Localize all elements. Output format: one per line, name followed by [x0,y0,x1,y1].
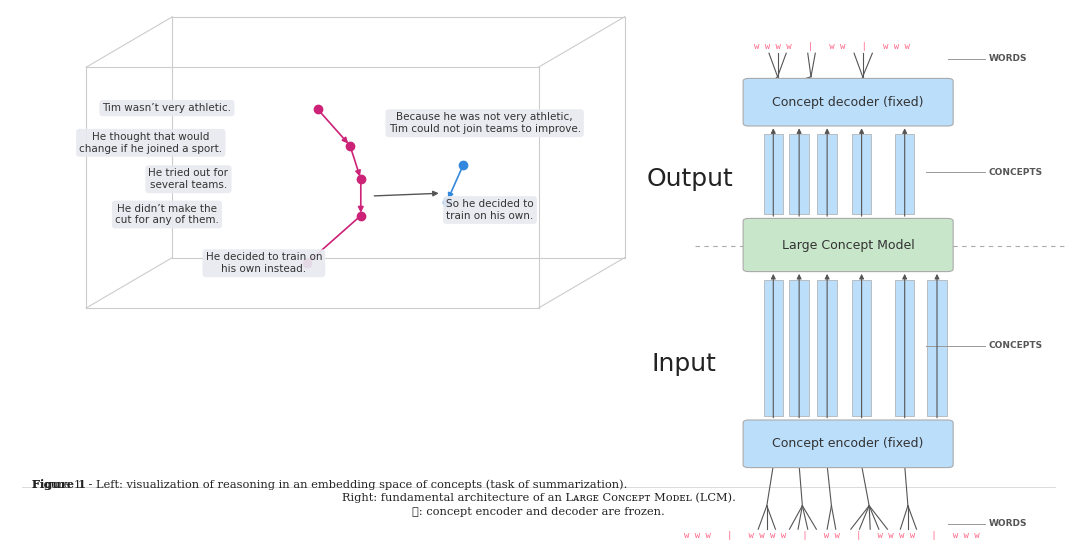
Text: He tried out for
several teams.: He tried out for several teams. [149,169,228,190]
FancyBboxPatch shape [743,78,953,126]
Bar [764,280,783,416]
Text: He thought that would
change if he joined a sport.: He thought that would change if he joine… [80,132,222,153]
Text: Output: Output [646,167,733,191]
Bar [817,280,837,416]
Text: WORDS: WORDS [989,519,1027,528]
Text: Figure 1  - Left: visualization of reasoning in an embedding space of concepts (: Figure 1 - Left: visualization of reason… [32,479,628,489]
Text: Right: fundamental architecture of an Lᴀʀɢᴇ Cᴏɴᴄᴇᴘᴛ Mᴏᴅᴇʟ (LCM).: Right: fundamental architecture of an Lᴀ… [341,493,736,503]
Text: Input: Input [652,352,716,376]
Bar [789,280,809,416]
Text: CONCEPTS: CONCEPTS [989,167,1043,177]
Bar [852,134,871,214]
Text: Figure 1: Figure 1 [32,479,86,490]
Text: He decided to train on
his own instead.: He decided to train on his own instead. [206,253,322,274]
Bar [927,280,947,416]
Bar [764,134,783,214]
Text: Concept decoder (fixed): Concept decoder (fixed) [772,96,924,109]
Text: Tim wasn’t very athletic.: Tim wasn’t very athletic. [102,103,232,113]
Text: He didn’t make the
cut for any of them.: He didn’t make the cut for any of them. [115,204,219,225]
Text: w w w   |   w w w w   |   w w   |   w w w w   |   w w w: w w w | w w w w | w w | w w w w | w w w [684,531,979,540]
Bar [817,134,837,214]
FancyBboxPatch shape [743,218,953,272]
FancyBboxPatch shape [743,420,953,468]
Text: w w w w   |   w w   |   w w w: w w w w | w w | w w w [754,42,909,51]
Bar [852,280,871,416]
Text: ⋆: concept encoder and decoder are frozen.: ⋆: concept encoder and decoder are froze… [412,507,665,517]
Text: Large Concept Model: Large Concept Model [782,239,914,251]
Bar [789,134,809,214]
Text: CONCEPTS: CONCEPTS [989,341,1043,351]
Text: WORDS: WORDS [989,54,1027,63]
Bar [895,134,914,214]
Text: Concept encoder (fixed): Concept encoder (fixed) [772,437,924,450]
Bar [895,280,914,416]
Text: So he decided to
train on his own.: So he decided to train on his own. [446,199,534,221]
Text: Because he was not very athletic,
Tim could not join teams to improve.: Because he was not very athletic, Tim co… [389,113,581,134]
